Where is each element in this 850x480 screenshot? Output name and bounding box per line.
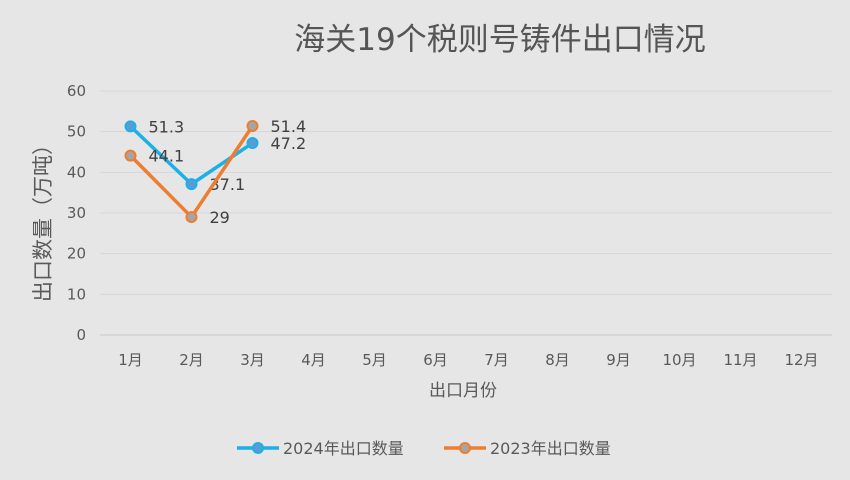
legend-label: 2024年出口数量 [283, 439, 404, 458]
data-label: 47.2 [271, 134, 307, 153]
x-tick-label: 8月 [545, 351, 570, 369]
y-tick-label: 20 [67, 245, 86, 263]
x-tick-label: 6月 [423, 351, 448, 369]
y-tick-label: 60 [67, 82, 86, 100]
x-tick-label: 12月 [784, 351, 818, 369]
y-axis-title: 出口数量（万吨） [31, 134, 55, 302]
legend-label: 2023年出口数量 [490, 439, 611, 458]
data-label: 51.3 [149, 117, 185, 136]
data-label: 51.4 [271, 117, 307, 136]
chart-title: 海关19个税则号铸件出口情况 [294, 22, 705, 58]
series-line-1 [129, 124, 254, 219]
y-tick-label: 50 [67, 123, 86, 141]
legend-marker [252, 442, 264, 454]
y-tick-label: 30 [67, 204, 86, 222]
x-tick-label: 9月 [606, 351, 631, 369]
x-tick-label: 11月 [723, 351, 757, 369]
data-label: 44.1 [149, 147, 185, 166]
legend-marker [459, 442, 471, 454]
data-point [246, 137, 259, 150]
x-tick-label: 10月 [662, 351, 696, 369]
x-tick-label: 7月 [484, 351, 509, 369]
data-label: 29 [210, 208, 230, 227]
data-point [185, 211, 198, 224]
x-tick-label: 4月 [301, 351, 326, 369]
y-tick-label: 10 [67, 285, 86, 303]
data-point [246, 119, 259, 132]
y-tick-label: 0 [76, 326, 86, 344]
data-point [124, 149, 137, 162]
y-tick-label: 40 [67, 163, 86, 181]
x-tick-label: 3月 [240, 351, 265, 369]
x-tick-label: 5月 [362, 351, 387, 369]
data-point [185, 178, 198, 191]
data-point [124, 120, 137, 133]
x-axis-title: 出口月份 [429, 381, 497, 401]
x-tick-label: 1月 [118, 351, 143, 369]
x-tick-label: 2月 [179, 351, 204, 369]
